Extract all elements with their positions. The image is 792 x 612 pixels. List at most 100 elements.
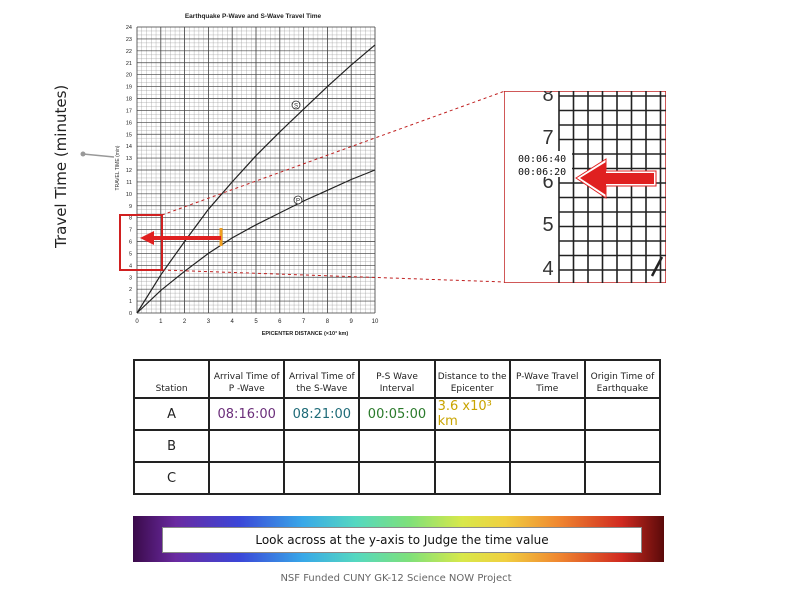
time-readout-bottom: 00:06:20: [518, 167, 566, 178]
header-station: Station: [132, 359, 211, 399]
y-tick-label: 12: [126, 168, 132, 174]
y-tick-label: 4: [129, 263, 132, 269]
s-wave-curve: [136, 44, 376, 314]
seismic-data-table: Station Arrival Time of P -Wave Arrival …: [132, 359, 662, 495]
y-tick-label: 18: [126, 97, 132, 103]
x-tick-label: 5: [254, 319, 258, 325]
table-header-row: Station Arrival Time of P -Wave Arrival …: [132, 359, 662, 399]
header-ps-interval: P-S Wave Interval: [358, 359, 436, 399]
origin-time-cell[interactable]: [583, 397, 662, 431]
y-tick-label: 13: [126, 156, 132, 162]
s-curve-marker: [291, 100, 301, 110]
callout-y-tick-label: 4: [542, 258, 553, 280]
station-cell: B: [132, 429, 211, 463]
x-tick-label: 0: [135, 319, 139, 325]
callout-tick-labels: 4 5 6 7 8: [542, 91, 553, 280]
x-tick-label: 4: [231, 319, 235, 325]
p-arrival-cell[interactable]: [208, 429, 286, 463]
travel-time-cell[interactable]: [508, 461, 586, 495]
x-tick-label: 1: [159, 319, 163, 325]
s-arrival-cell[interactable]: [283, 429, 361, 463]
y-tick-label: 11: [126, 180, 132, 186]
y-tick-label: 1: [129, 299, 132, 305]
header-s-arrival: Arrival Time of the S-Wave: [283, 359, 361, 399]
x-tick-label: 9: [350, 319, 354, 325]
y-tick-label: 10: [126, 192, 132, 198]
arrow-left-icon: [140, 231, 154, 245]
y-tick-label: 24: [126, 25, 132, 31]
y-tick-label: 0: [129, 311, 132, 317]
highlight-box: [119, 214, 163, 271]
label-pointer: [80, 151, 115, 158]
y-tick-label: 9: [129, 204, 132, 210]
y-tick-label: 22: [126, 49, 132, 55]
distance-cell[interactable]: 3.6 x10³ km: [433, 397, 511, 431]
table-row: C: [132, 461, 662, 495]
y-tick-label: 3: [129, 275, 132, 281]
y-tick-label: 23: [126, 37, 132, 43]
footer-credit: NSF Funded CUNY GK-12 Science NOW Projec…: [280, 573, 512, 584]
origin-time-cell[interactable]: [583, 429, 662, 463]
interval-cell[interactable]: 00:05:00: [358, 397, 436, 431]
distance-cell[interactable]: [433, 429, 511, 463]
y-tick-label: 5: [129, 251, 132, 257]
x-tick-label: 3: [207, 319, 211, 325]
interval-cell[interactable]: [358, 429, 436, 463]
y-tick-label: 20: [126, 73, 132, 79]
table-row: A 08:16:00 08:21:00 00:05:00 3.6 x10³ km: [132, 397, 662, 431]
header-distance: Distance to the Epicenter: [433, 359, 511, 399]
y-tick-label: 19: [126, 85, 132, 91]
instruction-caption: Look across at the y-axis to Judge the t…: [162, 527, 642, 553]
x-tick-label: 7: [302, 319, 306, 325]
y-tick-label: 15: [126, 132, 132, 138]
header-origin-time: Origin Time of Earthquake: [583, 359, 662, 399]
connector-top: [161, 90, 506, 216]
header-p-arrival: Arrival Time of P -Wave: [208, 359, 286, 399]
x-tick-label: 2: [183, 319, 187, 325]
p-arrival-cell[interactable]: [208, 461, 286, 495]
callout-y-tick-label: 8: [542, 91, 553, 106]
curve-fragment: [650, 256, 664, 277]
station-cell: A: [132, 397, 211, 431]
p-arrival-cell[interactable]: 08:16:00: [208, 397, 286, 431]
p-curve-marker: [293, 195, 303, 205]
travel-time-cell[interactable]: [508, 397, 586, 431]
s-curve-label: S: [294, 104, 298, 110]
time-label-bg: [514, 151, 572, 177]
y-tick-label: 17: [126, 108, 132, 114]
zoom-arrow-left-icon: [580, 162, 654, 195]
interval-cell[interactable]: [358, 461, 436, 495]
x-tick-label: 10: [372, 319, 379, 325]
callout-y-tick-label: 6: [542, 171, 553, 193]
y-tick-label: 6: [129, 240, 132, 246]
connector-bottom: [161, 269, 506, 283]
travel-time-cell[interactable]: [508, 429, 586, 463]
chart-title: Earthquake P-Wave and S-Wave Travel Time: [185, 13, 322, 20]
x-tick-labels: 0 1 2 3 4 5 6 7 8 9 10: [135, 319, 379, 325]
y-tick-label: 8: [129, 216, 132, 222]
s-arrival-cell[interactable]: 08:21:00: [283, 397, 361, 431]
header-travel-time: P-Wave Travel Time: [508, 359, 586, 399]
x-axis-label: EPICENTER DISTANCE (×10³ km): [262, 330, 349, 337]
y-tick-label: 16: [126, 120, 132, 126]
station-cell: C: [132, 461, 211, 495]
time-readout-top: 00:06:40: [518, 154, 566, 165]
p-curve-label: P: [296, 199, 300, 205]
x-tick-label: 6: [278, 319, 282, 325]
x-tick-label: 8: [326, 319, 330, 325]
s-arrival-cell[interactable]: [283, 461, 361, 495]
p-wave-curve: [136, 169, 376, 314]
origin-time-cell[interactable]: [583, 461, 662, 495]
table-row: B: [132, 429, 662, 463]
zoom-callout: 4 5 6 7 8 00:06:40 00:06:20: [504, 91, 666, 283]
annotation-overlay: [119, 90, 506, 283]
distance-cell[interactable]: [433, 461, 511, 495]
y-tick-label: 14: [126, 144, 132, 150]
y-tick-label: 21: [126, 61, 132, 67]
y-tick-label: 7: [129, 228, 132, 234]
callout-y-tick-label: 5: [542, 214, 553, 236]
inner-y-axis-label: TRAVEL TIME (min): [115, 145, 121, 190]
callout-y-tick-label: 7: [542, 127, 553, 149]
y-tick-label: 2: [129, 287, 132, 293]
